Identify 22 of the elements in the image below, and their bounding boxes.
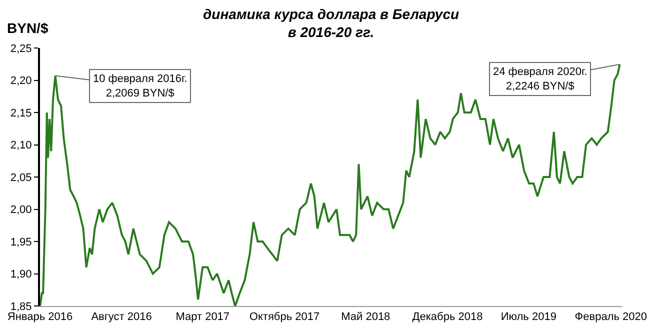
x-tick-label: Октябрь 2017	[249, 311, 320, 324]
y-tick-label: 1,95	[10, 236, 32, 248]
x-tick-label: Июль 2019	[500, 311, 556, 324]
y-tick-label: 1,90	[10, 268, 32, 281]
y-tick-label: 2,25	[10, 42, 32, 55]
y-tick-label: 2,20	[10, 75, 32, 88]
annotation: 10 февраля 2016г. 2,2069 BYN/$	[93, 73, 188, 100]
x-tick-label: Декабрь 2018	[412, 311, 483, 324]
y-tick-label: 2,00	[10, 204, 32, 216]
y-tick-label: 2,10	[10, 140, 32, 152]
annotation: 24 февраля 2020г. 2,2246 BYN/$	[493, 66, 588, 92]
y-tick-label: 2,05	[10, 172, 32, 184]
y-axis-title: BYN/$	[7, 20, 48, 36]
line-series	[40, 63, 621, 306]
chart-title: динамика курса доллара в Беларуси в 2016-20 гг.	[203, 6, 460, 40]
y-tick-label: 2,15	[10, 107, 32, 120]
x-tick-label: Февраль 2020	[574, 311, 648, 324]
x-tick-label: Март 2017	[176, 311, 230, 324]
x-tick-label: Август 2016	[91, 311, 152, 324]
x-tick-label: Май 2018	[341, 311, 390, 324]
x-tick-label: Январь 2016	[7, 311, 73, 324]
y-tick-label: 1,85	[10, 300, 32, 313]
